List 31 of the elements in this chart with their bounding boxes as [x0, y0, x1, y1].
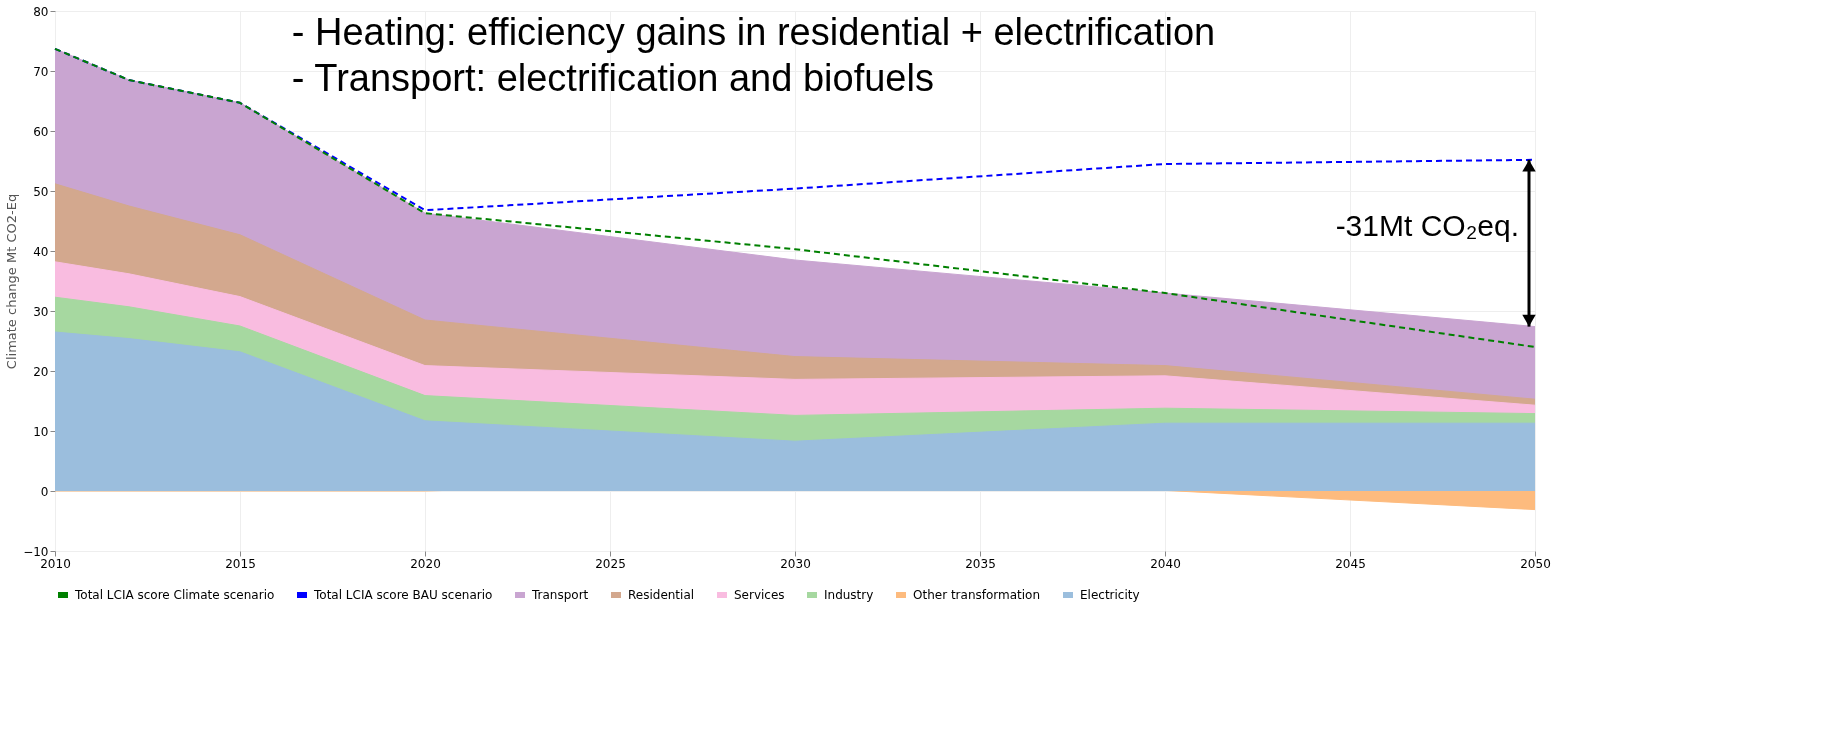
- y-tick-label: 30: [33, 304, 49, 319]
- y-tick-label: 70: [33, 64, 49, 79]
- x-tick-label: 2050: [1520, 556, 1551, 571]
- annotation: -31Mt CO₂eq.: [1335, 209, 1519, 242]
- x-tick-label: 2040: [1150, 556, 1181, 571]
- y-tick-label: −10: [23, 544, 49, 559]
- y-tick-label: 60: [33, 124, 49, 139]
- x-tick-label: 2045: [1335, 556, 1366, 571]
- x-tick-label: 2025: [595, 556, 626, 571]
- annotation: - Transport: electrification and biofuels: [291, 57, 934, 99]
- y-tick-label: 0: [40, 484, 49, 499]
- legend-label: Electricity: [1080, 588, 1140, 602]
- legend-label: Total LCIA score Climate scenario: [74, 588, 275, 602]
- y-tick-label: 80: [33, 4, 49, 19]
- x-tick-label: 2030: [780, 556, 811, 571]
- legend-label: Total LCIA score BAU scenario: [313, 588, 493, 602]
- x-tick-label: 2020: [410, 556, 441, 571]
- x-tick-label: 2015: [225, 556, 256, 571]
- y-tick-label: 20: [33, 364, 49, 379]
- x-tick-label: 2035: [965, 556, 996, 571]
- x-tick-label: 2010: [40, 556, 71, 571]
- annotation: - Heating: efficiency gains in residential + electrification: [291, 11, 1216, 53]
- legend-label: Residential: [628, 588, 695, 602]
- legend-label: Industry: [824, 588, 874, 602]
- legend-label: Other transformation: [913, 588, 1041, 602]
- y-axis-title: Climate change Mt CO2-Eq: [4, 193, 20, 370]
- y-tick-label: 10: [33, 424, 49, 439]
- legend-label: Services: [734, 588, 785, 602]
- y-tick-label: 50: [33, 184, 49, 199]
- legend-label: Transport: [531, 588, 589, 602]
- y-tick-label: 40: [33, 244, 49, 259]
